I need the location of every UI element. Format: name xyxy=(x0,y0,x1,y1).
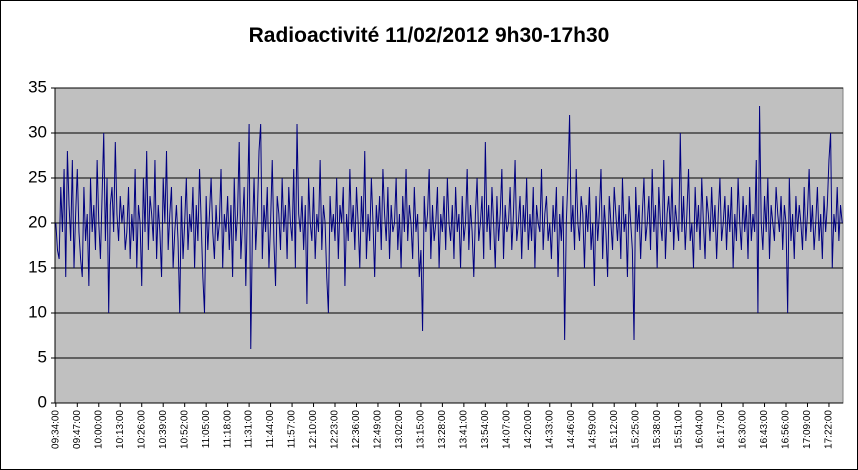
x-tick-label: 16:04:00 xyxy=(695,410,706,449)
y-tick-label: 10 xyxy=(28,302,47,321)
chart-title: Radioactivité 11/02/2012 9h30-17h30 xyxy=(249,24,610,47)
x-tick-label: 12:10:00 xyxy=(308,410,319,449)
y-tick-label: 15 xyxy=(28,257,47,276)
x-tick-label: 14:20:00 xyxy=(523,410,534,449)
x-tick-label: 10:26:00 xyxy=(136,410,147,449)
x-tick-label: 17:09:00 xyxy=(802,410,813,449)
x-tick-label: 16:17:00 xyxy=(716,410,727,449)
y-tick-label: 20 xyxy=(28,212,47,231)
x-tick-label: 12:23:00 xyxy=(330,410,341,449)
y-tick-label: 35 xyxy=(28,77,47,96)
x-tick-label: 14:59:00 xyxy=(587,410,598,449)
x-tick-label: 14:33:00 xyxy=(544,410,555,449)
x-tick-label: 16:30:00 xyxy=(738,410,749,449)
y-tick-label: 25 xyxy=(28,167,47,186)
x-tick-label: 10:52:00 xyxy=(179,410,190,449)
x-tick-label: 15:38:00 xyxy=(652,410,663,449)
x-tick-label: 11:18:00 xyxy=(222,410,233,449)
x-tick-label: 09:34:00 xyxy=(50,410,61,449)
y-tick-label: 30 xyxy=(28,122,47,141)
x-tick-label: 16:56:00 xyxy=(781,410,792,449)
y-tick-label: 0 xyxy=(38,392,47,411)
x-tick-label: 11:05:00 xyxy=(201,410,212,449)
x-tick-label: 13:15:00 xyxy=(416,410,427,449)
x-tick-label: 14:46:00 xyxy=(566,410,577,449)
x-tick-label: 11:44:00 xyxy=(265,410,276,449)
x-tick-label: 11:57:00 xyxy=(287,410,298,449)
x-tick-label: 15:51:00 xyxy=(673,410,684,449)
x-tick-label: 12:36:00 xyxy=(351,410,362,449)
x-tick-label: 12:49:00 xyxy=(373,410,384,449)
x-tick-label: 10:13:00 xyxy=(115,410,126,449)
plot-area xyxy=(54,87,844,404)
y-tick-label: 5 xyxy=(38,347,47,366)
x-tick-label: 15:12:00 xyxy=(609,410,620,449)
data-line xyxy=(55,105,843,350)
x-tick-label: 11:31:00 xyxy=(244,410,255,449)
x-tick-label: 14:07:00 xyxy=(501,410,512,449)
x-tick-label: 13:41:00 xyxy=(459,410,470,449)
x-tick-label: 17:22:00 xyxy=(824,410,835,449)
x-tick-label: 13:28:00 xyxy=(437,410,448,449)
x-tick-label: 13:54:00 xyxy=(480,410,491,449)
x-tick-label: 10:00:00 xyxy=(93,410,104,449)
x-tick-label: 10:39:00 xyxy=(158,410,169,449)
x-tick-label: 13:02:00 xyxy=(394,410,405,449)
x-tick-label: 15:25:00 xyxy=(630,410,641,449)
x-tick-label: 16:43:00 xyxy=(759,410,770,449)
x-tick-label: 09:47:00 xyxy=(72,410,83,449)
